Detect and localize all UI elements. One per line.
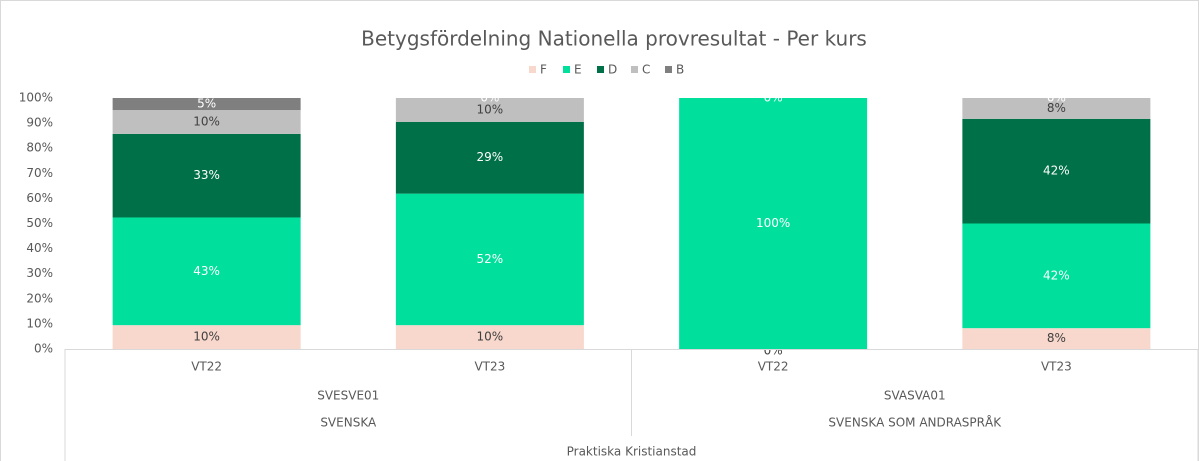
data-label: 10% xyxy=(477,102,504,116)
legend-swatch xyxy=(529,66,536,73)
bar-segment xyxy=(112,133,301,218)
top-group-label: Praktiska Kristianstad xyxy=(567,445,697,459)
y-tick-label: 90% xyxy=(26,116,53,130)
data-label: 43% xyxy=(193,264,220,278)
bar-segment xyxy=(395,98,584,122)
legend-swatch xyxy=(597,66,604,73)
y-tick-label: 10% xyxy=(26,316,53,330)
bar-segment xyxy=(112,110,301,134)
y-tick-label: 30% xyxy=(26,266,53,280)
data-label: 8% xyxy=(1047,331,1066,345)
data-label: 10% xyxy=(477,330,504,344)
y-tick-label: 0% xyxy=(34,342,53,356)
legend-swatch xyxy=(631,66,638,73)
x-tick-label: VT23 xyxy=(474,360,505,374)
x-tick-label: VT22 xyxy=(758,360,789,374)
group-label: SVESVE01 xyxy=(317,389,379,403)
bar-segment xyxy=(395,121,584,194)
bar-segment xyxy=(962,118,1151,224)
data-label: 33% xyxy=(193,168,220,182)
data-label: 52% xyxy=(477,252,504,266)
data-label: 10% xyxy=(193,330,220,344)
bar-segment xyxy=(962,98,1151,119)
y-tick-label: 70% xyxy=(26,166,53,180)
data-label: 42% xyxy=(1043,164,1070,178)
y-tick-label: 100% xyxy=(19,91,53,105)
data-label: 0% xyxy=(1047,91,1066,105)
bar-segment xyxy=(962,223,1151,329)
y-tick-label: 80% xyxy=(26,141,53,155)
legend-label: E xyxy=(574,63,582,77)
data-label: 5% xyxy=(197,97,216,111)
legend-label: C xyxy=(642,63,650,77)
data-label: 0% xyxy=(764,91,783,105)
data-label: 29% xyxy=(477,150,504,164)
bar-segment xyxy=(962,328,1151,349)
y-tick-label: 60% xyxy=(26,191,53,205)
legend-label: F xyxy=(540,63,547,77)
y-tick-label: 20% xyxy=(26,291,53,305)
x-tick-label: VT23 xyxy=(1041,360,1072,374)
data-label: 0% xyxy=(480,91,499,105)
legend-label: D xyxy=(608,63,617,77)
group-label: SVASVA01 xyxy=(884,389,946,403)
bar-segment xyxy=(112,325,301,349)
data-label: 10% xyxy=(193,114,220,128)
y-tick-label: 50% xyxy=(26,216,53,230)
legend-label: B xyxy=(676,63,684,77)
bar-segment xyxy=(112,217,301,326)
bar-segment xyxy=(679,98,868,349)
legend-swatch xyxy=(665,66,672,73)
data-label: 8% xyxy=(1047,101,1066,115)
bar-segment xyxy=(395,193,584,326)
y-tick-label: 40% xyxy=(26,241,53,255)
legend-swatch xyxy=(563,66,570,73)
bar-segment xyxy=(112,98,301,111)
data-label: 42% xyxy=(1043,268,1070,282)
group-label: SVENSKA SOM ANDRASPRÅK xyxy=(828,415,1002,430)
x-tick-label: VT22 xyxy=(191,360,222,374)
bar-segment xyxy=(395,325,584,349)
chart-title: Betygsfördelning Nationella provresultat… xyxy=(361,27,867,51)
group-label: SVENSKA xyxy=(320,416,377,430)
data-label: 100% xyxy=(756,216,790,230)
